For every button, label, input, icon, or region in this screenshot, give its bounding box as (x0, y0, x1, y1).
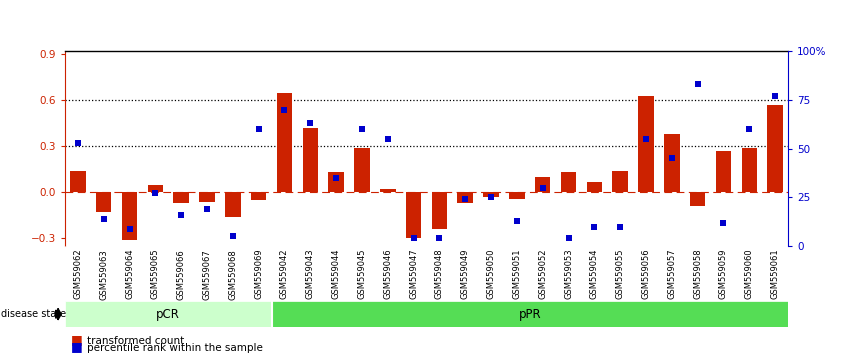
Bar (277, 93, 292, 192)
Point (691, 81, 705, 87)
Bar (173, 192, 189, 203)
Point (458, 196, 472, 202)
Bar (586, 182, 602, 192)
Text: GSM559055: GSM559055 (616, 249, 624, 299)
Text: pCR: pCR (157, 308, 180, 321)
Text: GSM559048: GSM559048 (435, 249, 444, 299)
Bar (225, 192, 241, 217)
Text: GSM559067: GSM559067 (203, 249, 211, 299)
Text: pPR: pPR (519, 308, 541, 321)
Text: GSM559046: GSM559046 (384, 249, 392, 299)
Point (200, 206, 214, 212)
Text: disease state: disease state (1, 309, 66, 319)
Bar (715, 151, 731, 192)
Text: GSM559062: GSM559062 (74, 249, 82, 299)
Bar (199, 192, 215, 201)
Text: GSM559043: GSM559043 (306, 249, 314, 299)
Point (407, 235, 421, 241)
Point (226, 234, 240, 239)
Text: GSM559056: GSM559056 (642, 249, 650, 299)
Text: GSM559044: GSM559044 (332, 249, 340, 299)
Point (742, 126, 756, 132)
Text: GSM559064: GSM559064 (125, 249, 134, 299)
Bar (431, 192, 447, 229)
Text: GSM559050: GSM559050 (487, 249, 495, 299)
Bar (741, 148, 757, 192)
Point (329, 175, 343, 181)
Bar (690, 192, 706, 206)
Bar (406, 192, 422, 238)
Text: GSM559058: GSM559058 (693, 249, 702, 299)
Point (716, 220, 730, 225)
Text: GSM559066: GSM559066 (177, 249, 185, 299)
Point (665, 156, 679, 161)
Text: GSM559057: GSM559057 (668, 249, 676, 299)
Text: GSM559042: GSM559042 (280, 249, 289, 299)
Text: GSM559045: GSM559045 (358, 249, 366, 299)
Bar (380, 189, 396, 192)
Point (71, 140, 85, 146)
Bar (509, 192, 525, 199)
Bar (483, 192, 499, 197)
Point (303, 120, 317, 126)
Text: GSM559049: GSM559049 (461, 249, 469, 299)
Bar (147, 185, 163, 192)
Bar (664, 134, 680, 192)
Point (613, 224, 627, 229)
Bar (328, 172, 344, 192)
Text: GSM559051: GSM559051 (513, 249, 521, 299)
Bar (535, 177, 551, 192)
Bar (70, 171, 86, 192)
Bar (251, 192, 267, 200)
Text: GSM559061: GSM559061 (771, 249, 779, 299)
Text: GSM559069: GSM559069 (254, 249, 263, 299)
Bar (767, 105, 783, 192)
Point (381, 136, 395, 142)
Text: percentile rank within the sample: percentile rank within the sample (87, 343, 262, 353)
Bar (638, 96, 654, 192)
Text: GSM559053: GSM559053 (564, 249, 573, 299)
Point (562, 235, 576, 241)
Point (587, 224, 601, 229)
Bar (561, 172, 576, 192)
Text: ■: ■ (71, 333, 83, 346)
Bar (354, 148, 370, 192)
Point (123, 226, 137, 232)
Text: GSM559065: GSM559065 (151, 249, 160, 299)
Point (432, 235, 446, 241)
Text: GSM559052: GSM559052 (539, 249, 547, 299)
Bar (65, 301, 272, 327)
Bar (272, 301, 801, 327)
Point (252, 126, 266, 132)
Text: GSM559047: GSM559047 (409, 249, 418, 299)
Point (174, 212, 188, 218)
Text: GSM559054: GSM559054 (590, 249, 599, 299)
Bar (612, 171, 628, 192)
Bar (96, 192, 112, 212)
Bar (457, 192, 473, 203)
FancyArrow shape (55, 308, 61, 320)
Text: GSM559060: GSM559060 (745, 249, 753, 299)
Point (148, 190, 162, 196)
Point (484, 195, 498, 200)
Point (639, 136, 653, 142)
Text: GSM559063: GSM559063 (100, 249, 108, 299)
Point (97, 216, 111, 222)
Point (536, 185, 550, 190)
Point (277, 107, 291, 113)
Text: ■: ■ (71, 340, 83, 353)
Bar (302, 128, 318, 192)
Point (510, 218, 524, 224)
Text: transformed count: transformed count (87, 336, 184, 346)
Point (355, 126, 369, 132)
Text: GSM559068: GSM559068 (229, 249, 237, 299)
Point (768, 93, 782, 99)
Bar (122, 192, 137, 240)
Text: GSM559059: GSM559059 (719, 249, 728, 299)
